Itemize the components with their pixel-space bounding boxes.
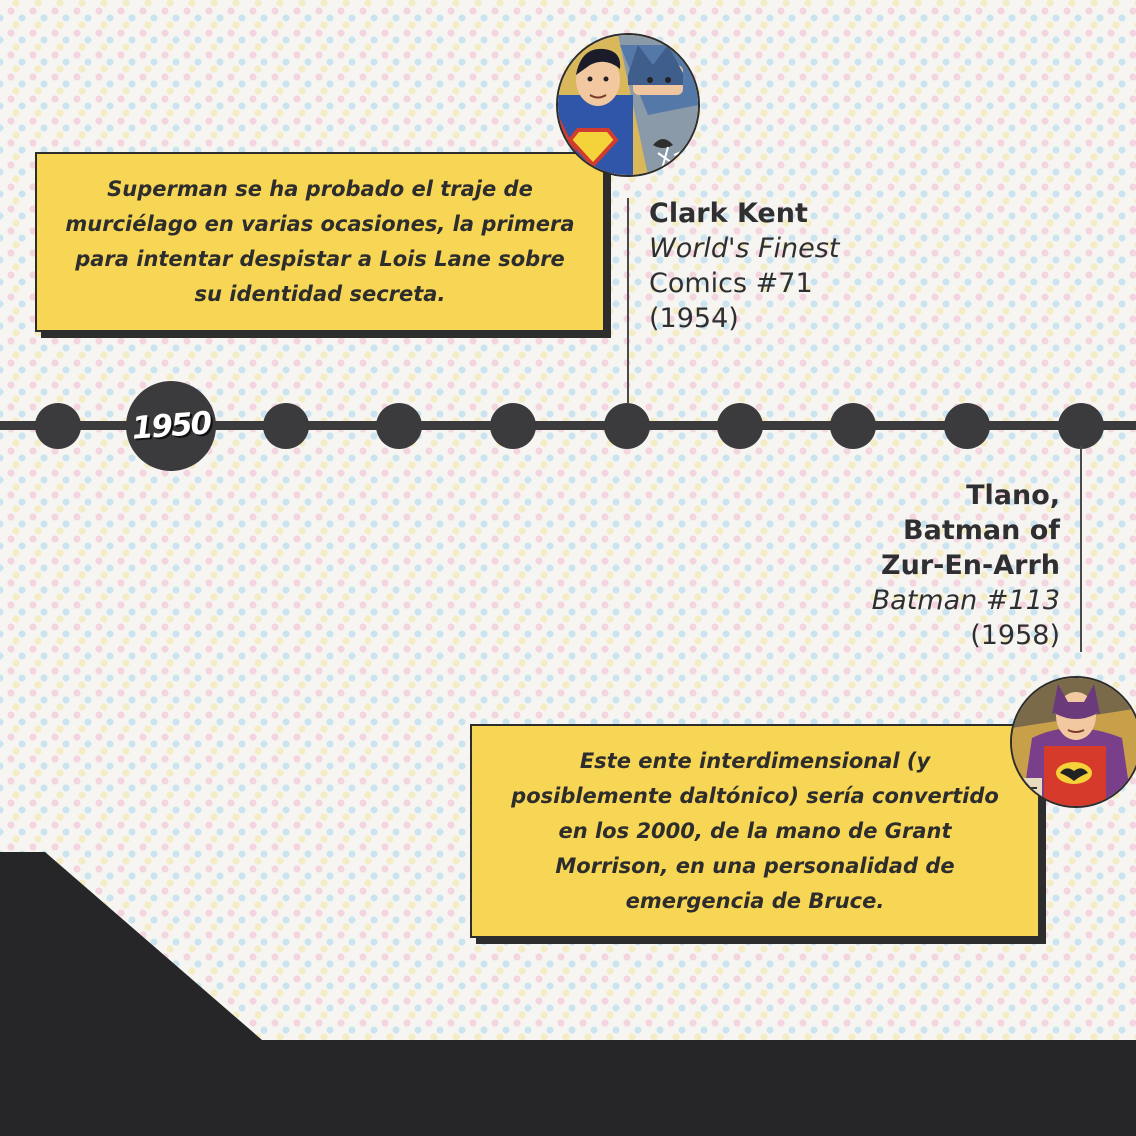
timeline-dot — [944, 403, 990, 449]
character-name: Tlano, — [966, 480, 1060, 511]
year-label: 1950 — [130, 405, 212, 447]
comic-issue: Comics #71 — [649, 268, 813, 299]
note-box-clark-kent: Superman se ha probado el traje de murci… — [35, 152, 605, 332]
avatar-zur-en-arrh — [1010, 676, 1136, 808]
connector-line — [1080, 446, 1082, 652]
connector-line — [627, 198, 629, 404]
timeline-dot — [35, 403, 81, 449]
avatar-clark-kent — [556, 33, 700, 177]
superman-batman-portrait-icon — [558, 35, 698, 175]
note-text: Superman se ha probado el traje de murci… — [65, 177, 575, 306]
timeline-dot — [1058, 403, 1104, 449]
timeline-dot — [830, 403, 876, 449]
timeline-dot — [376, 403, 422, 449]
timeline-dot — [604, 403, 650, 449]
caption-clark-kent: Clark Kent World's Finest Comics #71 (19… — [649, 196, 899, 336]
note-box-zur-en-arrh: Este ente interdimensional (y posiblemen… — [470, 724, 1040, 938]
note-text: Este ente interdimensional (y posiblemen… — [511, 748, 999, 913]
timeline-dot — [490, 403, 536, 449]
character-name: Clark Kent — [649, 198, 808, 229]
character-name: Batman of — [903, 515, 1060, 546]
character-name: Zur-En-Arrh — [881, 550, 1060, 581]
publication-year: (1958) — [970, 620, 1060, 651]
publication-year: (1954) — [649, 303, 739, 334]
timeline-dot — [717, 403, 763, 449]
comic-issue: World's Finest — [649, 233, 840, 264]
batman-zur-en-arrh-portrait-icon — [1012, 678, 1136, 806]
timeline-axis — [0, 421, 1136, 430]
caption-zur-en-arrh: Tlano, Batman of Zur-En-Arrh Batman #113… — [800, 478, 1060, 653]
timeline-dot — [263, 403, 309, 449]
comic-issue: Batman #113 — [871, 585, 1060, 616]
